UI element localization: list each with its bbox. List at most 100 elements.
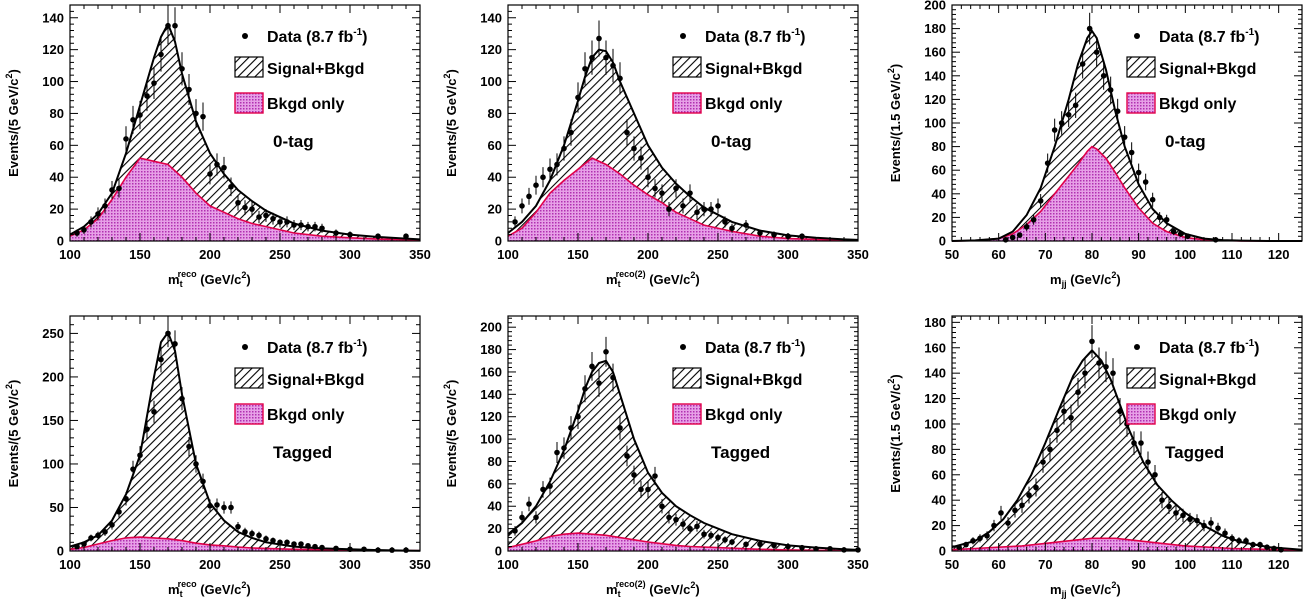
- data-point: [277, 216, 283, 228]
- x-tick-label: 110: [1222, 557, 1243, 572]
- x-tick-label: 300: [777, 247, 799, 262]
- data-point: [561, 136, 567, 161]
- x-tick-label: 100: [497, 557, 519, 572]
- legend-data-marker: [680, 33, 686, 39]
- data-marker: [305, 223, 311, 230]
- data-marker: [610, 374, 616, 381]
- data-marker: [575, 413, 581, 420]
- data-point: [610, 363, 616, 392]
- data-point: [743, 220, 749, 231]
- legend-data-label: Data (8.7 fb-1): [705, 27, 805, 46]
- data-point: [235, 522, 241, 532]
- data-point: [666, 511, 672, 524]
- legend-signal-label: Signal+Bkgd: [705, 61, 802, 78]
- panel-4: 100 150 200 250 300 350 0 50 100 150 200 250 mtreco …: [4, 315, 431, 599]
- legend-bkgd-swatch: [234, 403, 264, 425]
- y-tick-label: 200: [480, 320, 502, 335]
- data-marker: [694, 523, 700, 530]
- data-point: [81, 225, 87, 235]
- data-marker: [722, 219, 728, 225]
- x-tick-label: 200: [199, 247, 221, 262]
- data-point: [270, 212, 276, 225]
- data-point: [228, 177, 234, 197]
- data-point: [1187, 512, 1193, 526]
- x-tick-label: 350: [409, 247, 431, 262]
- y-tick-label: 100: [924, 116, 946, 131]
- data-marker: [284, 539, 290, 546]
- data-marker: [312, 543, 318, 550]
- y-axis-label: Events/(5 GeV/c2): [442, 380, 459, 488]
- data-point: [214, 153, 220, 176]
- data-marker: [673, 516, 679, 523]
- data-point: [1163, 214, 1170, 225]
- data-point: [526, 496, 532, 512]
- y-axis-label: Events/(5 GeV/c2): [4, 380, 21, 488]
- data-marker: [561, 445, 567, 451]
- x-tick-label: 70: [1038, 557, 1052, 572]
- category-label: 0-tag: [711, 132, 752, 151]
- signal-line: [507, 359, 859, 551]
- data-marker: [568, 425, 574, 431]
- data-point: [291, 220, 297, 231]
- data-point: [1079, 49, 1086, 79]
- data-point: [652, 179, 658, 198]
- y-tick-label: 120: [480, 409, 502, 424]
- data-marker: [582, 385, 588, 392]
- data-point: [1142, 173, 1149, 191]
- data-point: [1086, 12, 1093, 45]
- data-point: [298, 220, 304, 231]
- data-marker: [102, 529, 108, 535]
- data-marker: [715, 203, 721, 209]
- data-point: [109, 180, 115, 199]
- legend-bkgd-swatch: [672, 92, 702, 114]
- x-tick-label: 300: [339, 557, 361, 572]
- data-point: [568, 119, 574, 146]
- data-marker: [1065, 111, 1072, 118]
- data-point: [1072, 92, 1079, 118]
- data-point: [991, 519, 997, 532]
- data-point: [1166, 499, 1172, 515]
- x-tick-label: 90: [1131, 557, 1145, 572]
- data-point: [757, 541, 763, 548]
- data-point: [81, 541, 87, 547]
- x-tick-label: 350: [847, 557, 869, 572]
- data-point: [186, 437, 192, 457]
- data-marker: [1149, 196, 1156, 203]
- data-marker: [1184, 233, 1191, 240]
- data-marker: [512, 219, 518, 225]
- data-marker: [277, 539, 283, 546]
- data-point: [603, 336, 609, 367]
- data-marker: [1257, 541, 1263, 548]
- data-point: [158, 37, 164, 72]
- data-point: [659, 499, 665, 514]
- data-point: [519, 198, 525, 214]
- data-point: [624, 119, 630, 146]
- data-point: [179, 52, 185, 86]
- data-marker: [1121, 134, 1128, 140]
- legend-bkgd-swatch: [1126, 403, 1156, 425]
- data-marker: [652, 185, 658, 192]
- data-marker: [547, 483, 553, 489]
- data-marker: [235, 523, 241, 530]
- y-tick-label: 60: [932, 163, 946, 178]
- data-point: [1110, 358, 1116, 389]
- y-tick-label: 200: [42, 369, 64, 384]
- data-point: [540, 481, 546, 498]
- data-marker: [88, 535, 94, 541]
- data-point: [1222, 528, 1228, 538]
- data-marker: [277, 219, 283, 225]
- data-marker: [1138, 440, 1144, 446]
- panel-5: 100 150 200 250 300 350 0 20 40 60 80 100 120 140 160 1…: [442, 315, 869, 599]
- data-marker: [214, 502, 220, 508]
- data-marker: [687, 190, 693, 196]
- legend-signal-swatch: [672, 56, 702, 78]
- bkgd-line: [507, 157, 859, 242]
- data-marker: [375, 233, 381, 240]
- data-marker: [95, 532, 101, 539]
- data-marker: [109, 522, 115, 528]
- data-point: [701, 201, 707, 217]
- data-marker: [596, 35, 602, 42]
- data-point: [242, 200, 248, 215]
- y-tick-label: 140: [924, 366, 946, 381]
- data-marker: [249, 530, 255, 537]
